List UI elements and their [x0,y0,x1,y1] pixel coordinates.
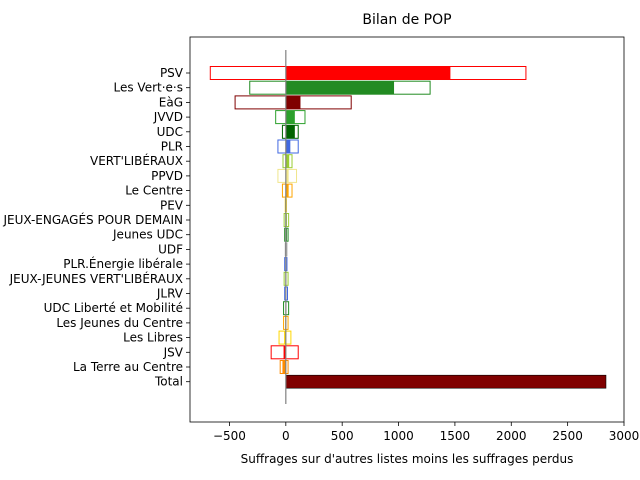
bars-layer [209,66,607,389]
x-tick-label: 2500 [552,429,583,443]
x-tick-label: −500 [213,429,246,443]
y-tick-label: Les Libres [123,331,183,345]
y-tick-label: EàG [159,95,183,109]
y-tick-label: PSV [160,66,184,80]
net-bar [285,95,301,109]
x-tick-label: 3000 [609,429,640,443]
x-axis-label: Suffrages sur d'autres listes moins les … [241,452,574,466]
net-bar [285,66,451,80]
y-tick-label: La Terre au Centre [73,360,183,374]
x-tick-label: 1000 [383,429,414,443]
y-tick-label: Jeunes UDC [112,228,183,242]
net-bar [285,154,290,168]
plot-frame [189,36,625,423]
net-bar [285,169,289,183]
y-tick-label: VERT'LIBÉRAUX [90,153,183,168]
net-bar [282,360,286,374]
x-tick-label: 500 [331,429,354,443]
x-tick-label: 2000 [496,429,527,443]
x-axis: −500 0 500 1000 1500 2000 2500 3000 [213,422,639,443]
y-tick-label: JEUX-JEUNES VERT'LIBÉRAUX [9,271,183,286]
y-tick-label: PLR [161,140,183,154]
net-bar [285,140,291,153]
net-bar [285,125,295,139]
net-bar [283,345,286,359]
y-tick-label: JEUX-ENGAGÉS POUR DEMAIN [2,212,183,227]
net-bar [285,110,295,124]
y-tick-label: Total [154,375,183,389]
net-bar [284,331,286,345]
y-tick-label: Les Vert·e·s [114,81,184,95]
y-tick-label: PEV [160,198,184,212]
y-tick-label: UDC [157,125,183,139]
x-tick-label: 0 [282,429,290,443]
y-tick-label: PLR.Énergie libérale [63,256,183,271]
chart-title: Bilan de POP [362,12,451,28]
y-tick-label: PPVD [151,169,183,183]
x-tick-label: 1500 [440,429,471,443]
net-bar [285,184,289,198]
y-tick-label: UDF [158,242,183,256]
y-tick-label: JSV [163,345,184,359]
net-bar [285,81,395,95]
y-tick-label: Le Centre [125,184,183,198]
y-tick-label: JVVD [153,110,183,124]
y-tick-label: JLRV [156,287,184,301]
net-bar [285,374,607,389]
y-tick-label: UDC Liberté et Mobilité [44,301,183,315]
y-tick-label: Les Jeunes du Centre [56,316,183,330]
